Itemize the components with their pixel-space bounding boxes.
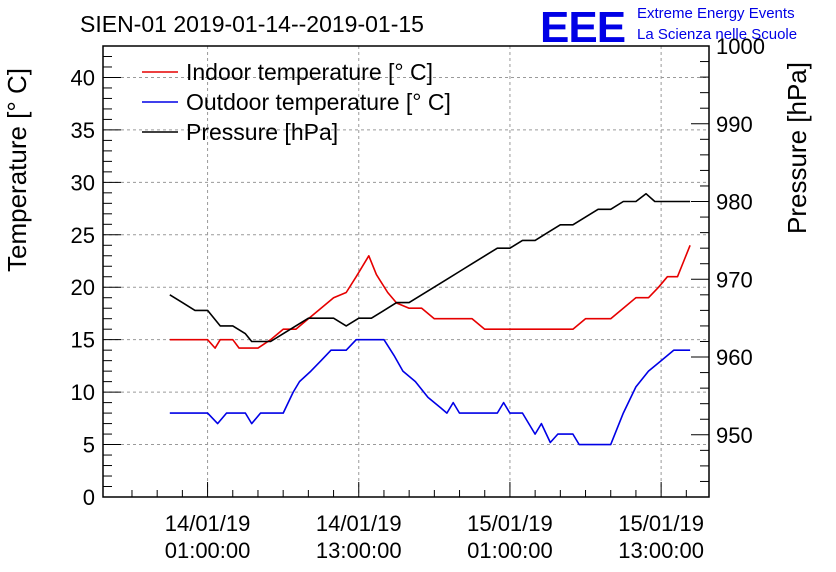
legend: Indoor temperature [° C] Outdoor temperat… — [142, 59, 451, 145]
y-tick-label-left: 25 — [71, 223, 95, 248]
x-tick-label-time: 01:00:00 — [467, 538, 553, 563]
series-line-2 — [169, 338, 691, 446]
legend-label-1: Indoor temperature [° C] — [186, 59, 433, 85]
logo-eee-text: EEE — [540, 3, 625, 52]
legend-label-3: Pressure [hPa] — [186, 119, 338, 145]
x-tick-label-date: 14/01/19 — [165, 511, 251, 536]
x-tick-label-time: 13:00:00 — [316, 538, 402, 563]
y-tick-label-right: 960 — [716, 345, 753, 370]
series-group — [169, 192, 691, 446]
y-tick-label-left: 40 — [71, 65, 95, 90]
y-tick-label-left: 15 — [71, 328, 95, 353]
x-tick-label-time: 13:00:00 — [618, 538, 704, 563]
eee-logo: EEE Extreme Energy Events La Scienza nel… — [540, 3, 797, 52]
y-axis-title-left: Temperature [° C] — [2, 68, 32, 272]
y-tick-label-right: 950 — [716, 423, 753, 448]
y-tick-label-left: 5 — [83, 433, 95, 458]
grid — [103, 46, 709, 497]
series-line-1 — [169, 245, 691, 349]
y-tick-label-left: 0 — [83, 485, 95, 510]
y-tick-label-left: 30 — [71, 170, 95, 195]
x-tick-label-time: 01:00:00 — [165, 538, 251, 563]
y-tick-label-left: 35 — [71, 118, 95, 143]
y-axis-title-right: Pressure [hPa] — [782, 62, 812, 234]
logo-line-1: Extreme Energy Events — [637, 5, 795, 22]
chart-title: SIEN-01 2019-01-14--2019-01-15 — [80, 11, 424, 37]
y-tick-label-left: 20 — [71, 275, 95, 300]
axes: 0 5 10 15 20 25 30 35 40 950 960 970 980 990 1000 14/01… — [71, 34, 765, 563]
legend-label-2: Outdoor temperature [° C] — [186, 89, 451, 115]
logo-line-2: La Scienza nelle Scuole — [637, 26, 797, 43]
y-tick-label-right: 1000 — [716, 34, 765, 59]
series-line-3 — [169, 192, 691, 343]
y-tick-label-right: 990 — [716, 112, 753, 137]
y-tick-label-left: 10 — [71, 380, 95, 405]
x-tick-label-date: 14/01/19 — [316, 511, 402, 536]
plot-frame — [102, 45, 710, 498]
x-tick-label-date: 15/01/19 — [467, 511, 553, 536]
x-tick-label-date: 15/01/19 — [618, 511, 704, 536]
y-tick-label-right: 980 — [716, 190, 753, 215]
y-tick-label-right: 970 — [716, 267, 753, 292]
